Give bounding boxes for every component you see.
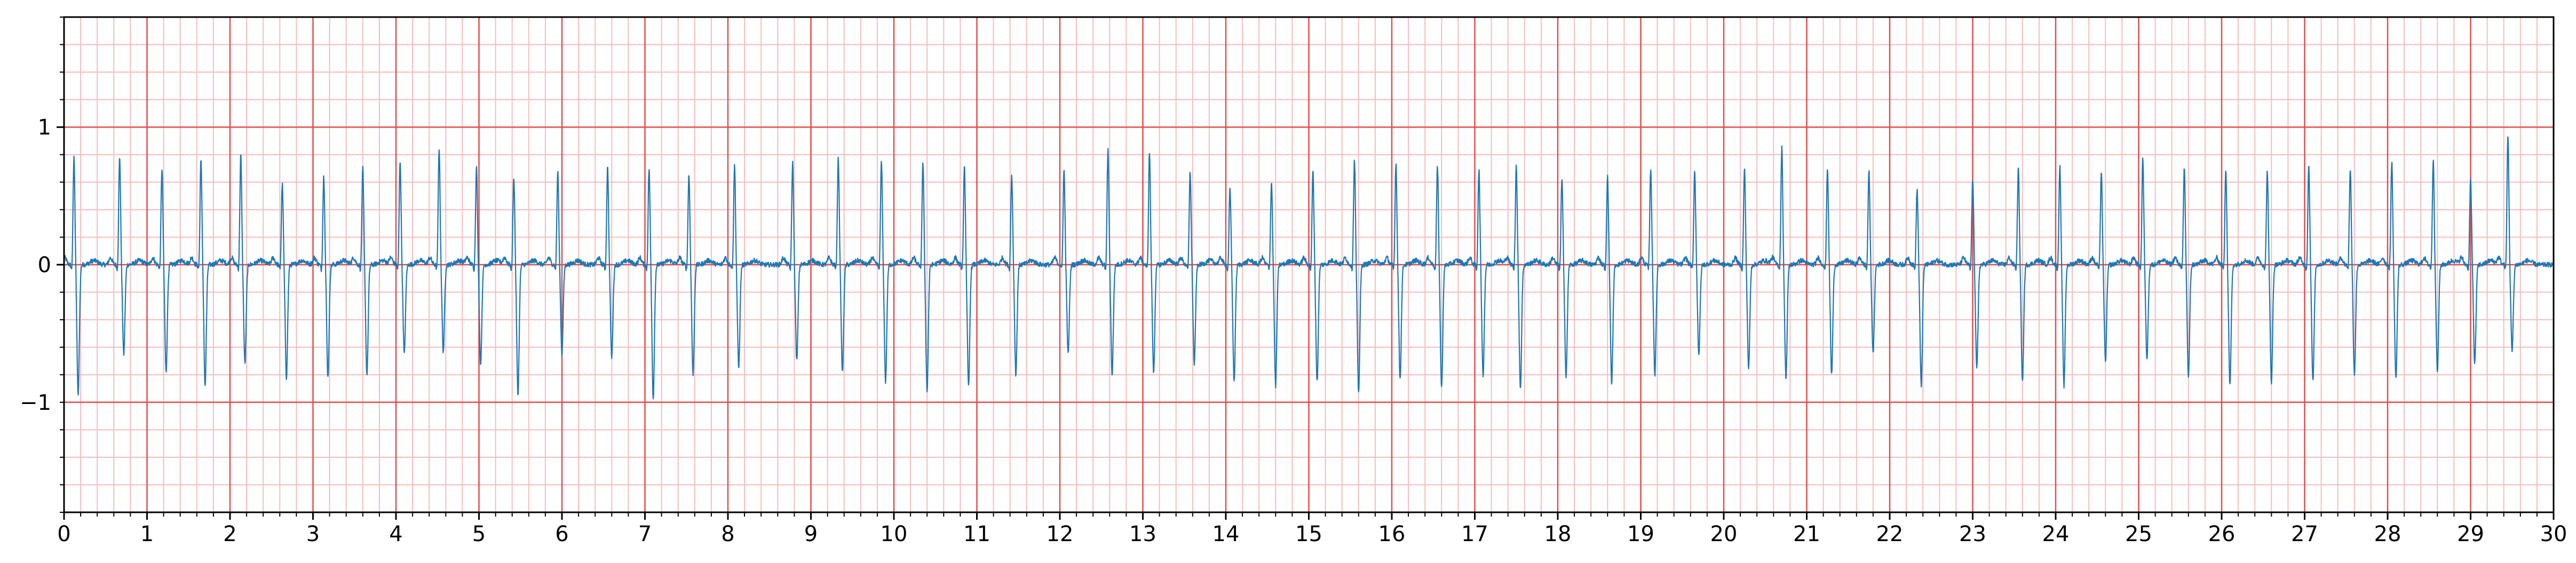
x-tick-label: 4 bbox=[389, 522, 402, 546]
x-tick-label: 14 bbox=[1212, 522, 1240, 546]
x-tick-label: 29 bbox=[2457, 522, 2484, 546]
x-tick-label: 15 bbox=[1295, 522, 1322, 546]
x-tick-label: 22 bbox=[1876, 522, 1904, 546]
x-tick-label: 1 bbox=[140, 522, 154, 546]
x-tick-label: 26 bbox=[2208, 522, 2236, 546]
ecg-trace bbox=[63, 136, 2555, 400]
x-tick-label: 3 bbox=[306, 522, 320, 546]
x-tick-label: 8 bbox=[721, 522, 734, 546]
x-tick-label: 7 bbox=[638, 522, 652, 546]
y-tick-label: 1 bbox=[38, 115, 51, 140]
axis-ticks bbox=[57, 17, 2555, 520]
x-tick-label: 6 bbox=[555, 522, 568, 546]
x-tick-label: 25 bbox=[2125, 522, 2152, 546]
x-tick-label: 0 bbox=[57, 522, 70, 546]
x-tick-label: 19 bbox=[1627, 522, 1654, 546]
x-tick-label: 9 bbox=[804, 522, 818, 546]
y-tick-label: 0 bbox=[38, 253, 51, 277]
x-tick-label: 10 bbox=[881, 522, 908, 546]
x-tick-label: 13 bbox=[1129, 522, 1156, 546]
y-tick-label: −1 bbox=[20, 391, 51, 415]
x-tick-label: 17 bbox=[1461, 522, 1488, 546]
x-tick-label: 28 bbox=[2374, 522, 2401, 546]
x-tick-label: 20 bbox=[1710, 522, 1738, 546]
x-tick-label: 11 bbox=[963, 522, 990, 546]
x-tick-label: 5 bbox=[472, 522, 486, 546]
x-tick-label: 12 bbox=[1047, 522, 1074, 546]
x-tick-label: 23 bbox=[1959, 522, 1986, 546]
x-tick-label: 21 bbox=[1793, 522, 1820, 546]
x-tick-label: 16 bbox=[1378, 522, 1406, 546]
x-tick-label: 2 bbox=[223, 522, 236, 546]
x-tick-label: 27 bbox=[2291, 522, 2318, 546]
x-tick-label: 24 bbox=[2042, 522, 2070, 546]
x-axis-tick-labels: 0 1 2 3 4 5 6 7 8 9 10 11 12 13 14 15 16 17 18 19 20 21 22 23 24… bbox=[57, 522, 2567, 546]
x-tick-label: 30 bbox=[2540, 522, 2567, 546]
y-axis-tick-labels: −1 0 1 bbox=[20, 115, 51, 415]
x-tick-label: 18 bbox=[1544, 522, 1572, 546]
